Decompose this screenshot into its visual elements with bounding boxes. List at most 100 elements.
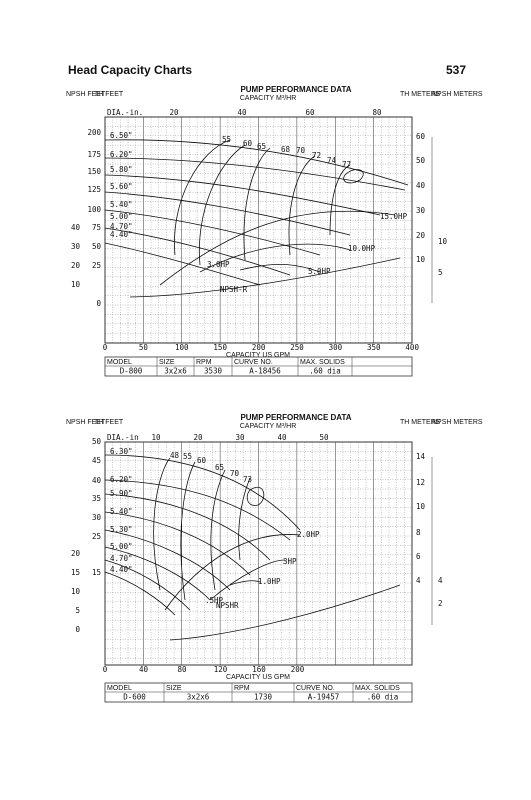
top-tick-label: 50 <box>319 433 329 442</box>
dia-label: DIA.-in <box>107 433 139 442</box>
curve <box>180 461 196 601</box>
th-feet-tick: 25 <box>92 261 101 270</box>
chart-title: PUMP PERFORMANCE DATA <box>240 85 351 94</box>
th-feet-tick: 50 <box>92 437 102 446</box>
curve <box>288 155 316 256</box>
diameter-label: 5.40" <box>110 200 133 209</box>
page-title: Head Capacity Charts <box>68 63 192 77</box>
th-meters-tick: 12 <box>416 478 425 487</box>
bottom-tick-label: 0 <box>103 665 108 674</box>
bottom-tick-label: 120 <box>214 665 228 674</box>
power-label: NPSH-R <box>220 285 248 294</box>
curve <box>104 479 291 541</box>
th-meters-label: TH METERS <box>400 91 441 98</box>
curve <box>104 227 291 276</box>
curve <box>104 242 261 286</box>
th-feet-tick: 0 <box>96 299 101 308</box>
plot-frame <box>104 116 413 344</box>
efficiency-label: 60 <box>243 139 253 148</box>
bottom-axis-label: CAPACITY US GPM <box>226 352 290 359</box>
top-tick-label: 20 <box>193 433 203 442</box>
th-meters-label: TH METERS <box>400 419 441 426</box>
curve <box>246 487 265 506</box>
curve <box>104 571 176 616</box>
curve <box>129 257 401 298</box>
th-feet-tick: 50 <box>92 242 102 251</box>
bottom-tick-label: 50 <box>139 343 149 352</box>
table-header: RPM <box>234 685 250 692</box>
top-axis-label: CAPACITY M³/HR <box>240 423 297 430</box>
efficiency-label: 70 <box>230 469 240 478</box>
table-value: D-800 <box>120 367 143 376</box>
th-meters-tick: 10 <box>416 502 426 511</box>
curve <box>243 147 271 261</box>
efficiency-label: 65 <box>257 142 266 151</box>
curve <box>104 529 231 591</box>
plot-frame <box>104 441 413 666</box>
th-meters-tick: 14 <box>416 452 426 461</box>
curve <box>104 191 351 236</box>
curve <box>159 210 396 286</box>
curve <box>229 580 261 586</box>
table-header: SIZE <box>166 685 182 692</box>
efficiency-label: 68 <box>281 145 291 154</box>
efficiency-label: 65 <box>215 463 224 472</box>
bottom-tick-label: 80 <box>177 665 187 674</box>
curve <box>198 144 246 266</box>
curve <box>104 511 251 576</box>
efficiency-label: 55 <box>183 452 192 461</box>
bottom-tick-label: 100 <box>175 343 189 352</box>
table-header: CURVE NO. <box>296 685 335 692</box>
power-label: 3.0HP <box>207 260 230 269</box>
top-tick-label: 10 <box>151 433 161 442</box>
npsh-feet-tick: 20 <box>71 549 81 558</box>
bottom-tick-label: 160 <box>252 665 266 674</box>
table-frame <box>104 356 413 377</box>
table-value: 3530 <box>204 367 223 376</box>
th-feet-tick: 30 <box>92 513 102 522</box>
th-feet-tick: 175 <box>87 150 101 159</box>
npsh-feet-label: NPSH FEET <box>66 91 106 98</box>
bottom-tick-label: 0 <box>103 343 108 352</box>
table-value: D-600 <box>123 693 146 702</box>
th-meters-tick: 60 <box>416 132 426 141</box>
curve <box>104 559 191 611</box>
curve <box>104 157 406 191</box>
th-feet-tick: 15 <box>92 568 101 577</box>
bottom-tick-label: 300 <box>329 343 343 352</box>
curve <box>104 493 271 561</box>
efficiency-label: 70 <box>296 146 306 155</box>
th-feet-tick: 35 <box>92 494 101 503</box>
npsh-feet-label: NPSH FEET <box>66 419 106 426</box>
efficiency-label: 60 <box>197 456 207 465</box>
npsh-meters-tick: 4 <box>438 576 443 585</box>
th-feet-tick: 200 <box>87 128 101 137</box>
curve <box>174 139 231 256</box>
curve <box>210 469 226 591</box>
curve <box>343 169 364 184</box>
curve <box>164 534 301 611</box>
th-feet-tick: 25 <box>92 532 101 541</box>
diameter-label: 6.30" <box>110 447 133 456</box>
curve <box>104 209 321 256</box>
curve <box>209 559 286 601</box>
power-label: .5HP <box>205 596 224 605</box>
th-feet-label: TH FEET <box>94 419 124 426</box>
npsh-feet-tick: 0 <box>75 625 80 634</box>
th-meters-tick: 50 <box>416 156 426 165</box>
npsh-feet-tick: 10 <box>71 587 81 596</box>
bottom-tick-label: 400 <box>405 343 419 352</box>
th-feet-tick: 45 <box>92 456 101 465</box>
table-header: SIZE <box>159 359 175 366</box>
table-value: 3x2x6 <box>164 367 187 376</box>
npsh-meters-tick: 2 <box>438 599 443 608</box>
efficiency-label: 55 <box>222 135 231 144</box>
efficiency-label: 72 <box>312 151 321 160</box>
curve <box>153 457 171 591</box>
npsh-feet-tick: 30 <box>71 242 81 251</box>
power-label: 5.0HP <box>308 267 331 276</box>
power-label: 1.0HP <box>258 577 281 586</box>
power-label: 3HP <box>283 557 297 566</box>
npsh-feet-tick: 5 <box>75 606 80 615</box>
